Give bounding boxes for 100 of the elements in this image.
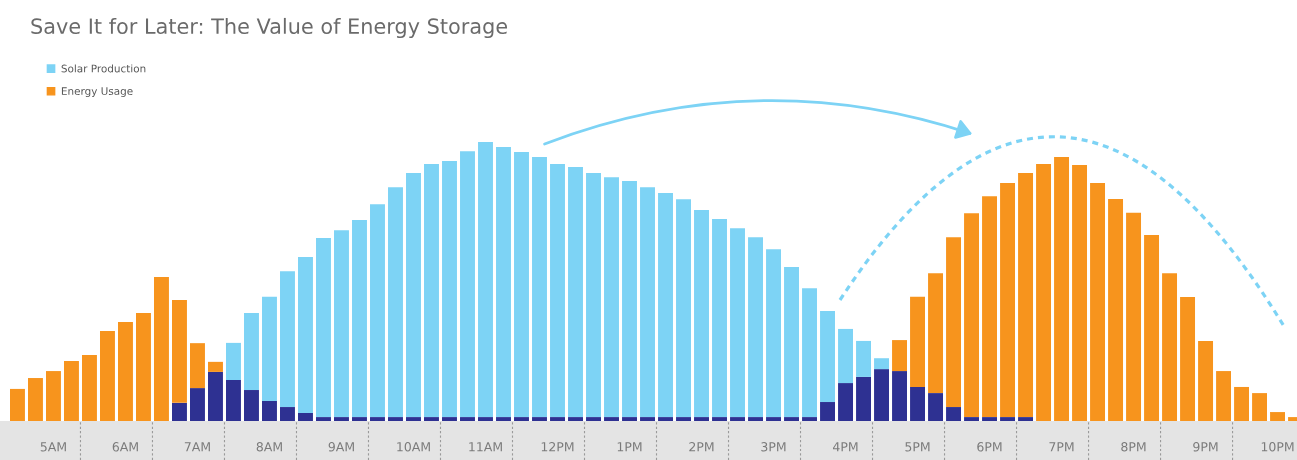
bar (316, 417, 331, 421)
x-tick-label: 8AM (256, 442, 282, 452)
chart-title: Save It for Later: The Value of Energy Storage (31, 17, 508, 39)
bar (208, 361, 223, 372)
bar (694, 417, 709, 421)
bar (784, 417, 799, 421)
x-tick-label: 10PM (1261, 442, 1294, 452)
bar (1072, 164, 1088, 421)
x-tick-label: 5AM (40, 442, 66, 452)
bar (262, 296, 277, 401)
bar (244, 390, 259, 421)
x-tick-label: 4PM (833, 442, 858, 452)
x-tick-label: 11AM (469, 442, 502, 452)
bar (406, 172, 421, 418)
bar (604, 177, 619, 418)
bar (9, 388, 25, 421)
bar (550, 164, 565, 418)
bar (838, 328, 853, 384)
bar (244, 313, 259, 391)
bar (514, 417, 529, 421)
bar (460, 151, 475, 418)
x-tick-label: 12PM (541, 442, 574, 452)
x-tick-label: 8PM (1121, 442, 1146, 452)
bar (820, 402, 835, 421)
bar (1270, 412, 1286, 421)
bar (856, 340, 871, 377)
bar (136, 313, 151, 421)
bar (388, 417, 403, 421)
bar (27, 378, 43, 421)
bar (190, 388, 205, 421)
x-tick-label: 1PM (617, 442, 642, 452)
bar (892, 340, 907, 372)
bar (208, 371, 223, 421)
bar (910, 386, 925, 421)
bar (496, 417, 511, 421)
bar (586, 172, 601, 418)
bar (1252, 393, 1268, 421)
bar (334, 417, 349, 421)
bar (1216, 371, 1232, 421)
bar (460, 417, 475, 421)
bar (118, 321, 133, 421)
bar (928, 273, 943, 394)
bar (622, 417, 637, 421)
bar (838, 383, 853, 421)
bar (370, 204, 385, 418)
x-tick-label: 10AM (397, 442, 430, 452)
bar (748, 417, 763, 421)
bar (982, 196, 998, 418)
bar (730, 417, 745, 421)
x-tick-label: 5PM (905, 442, 930, 452)
bar (802, 288, 817, 418)
bar (856, 376, 871, 421)
bar (298, 412, 313, 421)
bar (604, 417, 619, 421)
bar (910, 296, 925, 387)
bar (45, 371, 61, 421)
bar (784, 266, 799, 418)
bar (532, 157, 547, 418)
x-tick-label: 7PM (1049, 442, 1074, 452)
bar (964, 417, 980, 421)
bar (1036, 164, 1052, 421)
bar (946, 407, 961, 421)
bar (946, 237, 961, 408)
x-tick-label: 6AM (112, 442, 138, 452)
bar (226, 379, 241, 421)
bar (1000, 417, 1016, 421)
bar (766, 417, 781, 421)
bar (496, 147, 511, 418)
legend-label: Solar Production (61, 64, 146, 73)
bar (982, 417, 998, 421)
legend-label: Energy Usage (61, 87, 133, 98)
bar (532, 417, 547, 421)
bar (712, 219, 727, 418)
bar (676, 199, 691, 418)
bar (586, 417, 601, 421)
x-tick-label: 3PM (761, 442, 786, 452)
bar (1090, 183, 1106, 421)
bar (640, 417, 655, 421)
bar (964, 213, 980, 418)
bar (280, 407, 295, 421)
bar (478, 142, 493, 418)
bar (1054, 157, 1070, 421)
bar (712, 417, 727, 421)
bar (874, 369, 889, 421)
bar (694, 210, 709, 418)
bar (442, 160, 457, 418)
bar (1126, 212, 1142, 421)
bar (280, 271, 295, 408)
bar (370, 417, 385, 421)
bar (766, 249, 781, 418)
bar (82, 354, 97, 421)
x-tick-label: 9AM (328, 442, 354, 452)
bar (334, 230, 349, 418)
bar (802, 417, 817, 421)
bar (640, 187, 655, 418)
bar (568, 417, 583, 421)
bar (262, 400, 277, 421)
bar (658, 417, 673, 421)
bar (568, 167, 583, 418)
bar (1018, 417, 1034, 421)
